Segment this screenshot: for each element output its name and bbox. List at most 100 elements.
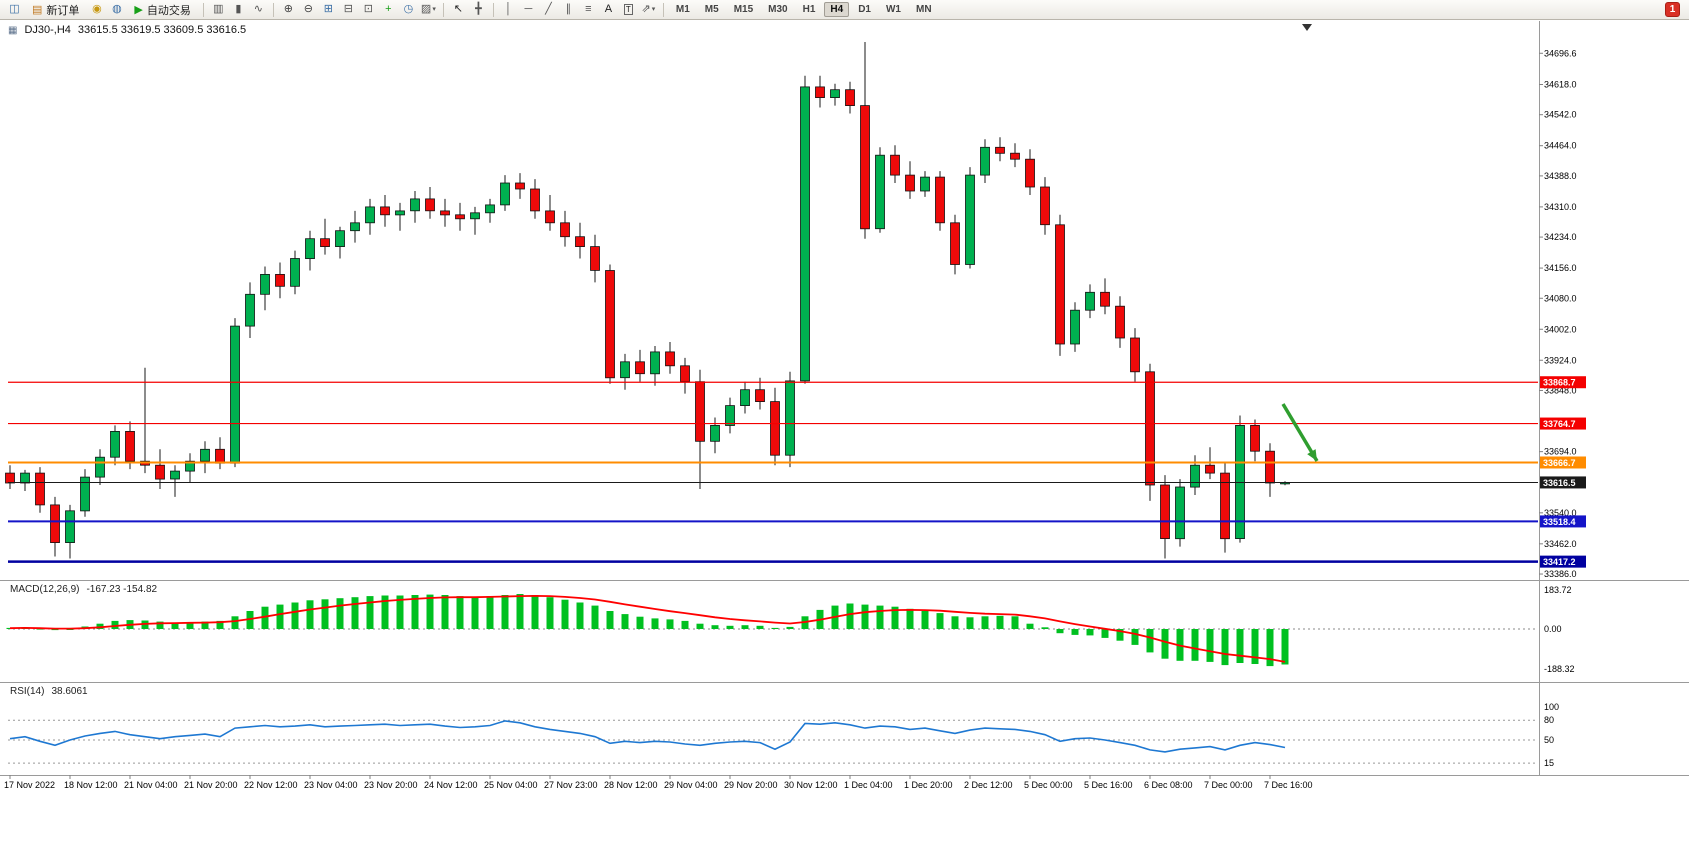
candle-bull <box>110 430 120 458</box>
period-clock-icon[interactable]: ◷ <box>399 1 418 18</box>
timeframe-w1-button[interactable]: W1 <box>885 4 901 15</box>
zoom-out-icon: ⊖ <box>303 3 313 15</box>
bars-view-icon[interactable]: ▥ <box>209 1 228 18</box>
price-tag <box>1540 417 1586 430</box>
trendline-icon[interactable]: ╱ <box>539 1 558 18</box>
vertical-line-icon[interactable]: │ <box>499 1 518 18</box>
price-axis-label: 34696.6 <box>1544 48 1577 58</box>
macd-bar <box>1071 629 1079 635</box>
indicator-window-icon[interactable]: ⊟ <box>339 1 358 18</box>
arrows-tool-icon[interactable]: ⇗ ▾ <box>639 1 658 18</box>
fibonacci-icon[interactable]: ≡ <box>579 1 598 18</box>
candle-bear <box>380 206 390 216</box>
auto-trading-button[interactable]: ▶ 自动交易 <box>127 1 197 18</box>
macd-bar <box>411 595 419 629</box>
zoom-in-icon[interactable]: ⊕ <box>279 1 298 18</box>
candle-bear <box>320 238 330 247</box>
horizontal-line-icon[interactable]: ─ <box>519 1 538 18</box>
price-axis-label: 33694.0 <box>1544 447 1577 457</box>
candle-bear <box>935 176 945 224</box>
macd-bar <box>576 602 584 629</box>
macd-bar <box>456 596 464 629</box>
candle-bull <box>470 212 480 220</box>
bars-view-icon: ▥ <box>213 3 224 15</box>
line-view-icon[interactable]: ∿ <box>249 1 268 18</box>
candles-view-icon[interactable]: ▮ <box>229 1 248 18</box>
text-icon[interactable]: A <box>599 1 618 18</box>
macd-bar <box>891 606 899 629</box>
zoom-in-icon: ⊕ <box>283 3 293 15</box>
new-chart-icon[interactable]: ◫ <box>5 1 24 18</box>
text-label-icon[interactable]: T <box>619 1 638 18</box>
zoom-out-icon[interactable]: ⊖ <box>299 1 318 18</box>
candle-bear <box>860 105 870 230</box>
candle-bull <box>650 351 660 375</box>
text-label-icon: T <box>623 4 633 15</box>
timeframe-mn-button[interactable]: MN <box>915 4 932 15</box>
macd-bar <box>96 623 104 629</box>
price-axis-label: 33386.0 <box>1544 569 1577 579</box>
timeframe-d1-button[interactable]: D1 <box>858 4 871 15</box>
crosshair-icon: ╋ <box>475 3 482 15</box>
macd-bar <box>531 595 539 629</box>
candle-bull <box>920 176 930 192</box>
chart-shift-marker[interactable] <box>1302 24 1312 31</box>
candle-bull <box>830 89 840 98</box>
new-order-button-label: 新订单 <box>46 4 80 17</box>
tile-windows-icon[interactable]: ⊞ <box>319 1 338 18</box>
time-axis-label: 18 Nov 12:00 <box>64 780 118 790</box>
rsi-axis-label: 100 <box>1544 702 1559 712</box>
macd-bar <box>876 605 884 629</box>
cursor-icon[interactable]: ↖ <box>449 1 468 18</box>
time-axis-label: 25 Nov 04:00 <box>484 780 538 790</box>
candle-bear <box>1205 464 1215 474</box>
macd-bar <box>201 621 209 629</box>
candle-bull <box>980 146 990 176</box>
macd-axis-label: 183.72 <box>1544 585 1572 595</box>
objects-list-icon[interactable]: ⊡ <box>359 1 378 18</box>
rsi-name: RSI(14) <box>10 686 45 697</box>
history-center-icon[interactable]: ◉ <box>87 1 106 18</box>
new-order-button[interactable]: ▤ 新订单 <box>25 1 86 18</box>
candle-bear <box>1055 224 1065 345</box>
add-indicator-icon[interactable]: + <box>379 1 398 18</box>
macd-bar <box>351 597 359 629</box>
price-axis-label: 33540.0 <box>1544 508 1577 518</box>
timeframe-m1-button[interactable]: M1 <box>675 4 690 15</box>
macd-bar <box>1236 629 1244 663</box>
price-tag <box>1540 376 1586 389</box>
chart-mini-icon: ▦ <box>8 24 18 36</box>
macd-bar <box>51 629 59 631</box>
macd-bar <box>516 594 524 629</box>
notification-badge[interactable]: 1 <box>1665 2 1680 17</box>
macd-bar <box>246 611 254 629</box>
macd-bar <box>6 627 14 629</box>
macd-bar <box>486 596 494 629</box>
rsi-axis-label: 50 <box>1544 735 1554 745</box>
macd-axis-label: -188.32 <box>1544 664 1575 674</box>
crosshair-icon[interactable]: ╋ <box>469 1 488 18</box>
channel-icon[interactable]: ∥ <box>559 1 578 18</box>
macd-bar <box>666 619 674 629</box>
template-icon[interactable]: ▨ ▾ <box>419 1 438 18</box>
fibonacci-icon: ≡ <box>585 3 592 15</box>
trend-arrow[interactable] <box>1281 403 1319 462</box>
candle-bear <box>1025 158 1035 188</box>
timeframe-h1-button[interactable]: H1 <box>802 4 816 15</box>
rsi-panel: 100 80 50 15 <box>8 702 1559 768</box>
candle-bear <box>1040 186 1050 226</box>
timeframe-m30-button[interactable]: M30 <box>768 4 788 15</box>
timeframe-h4-button[interactable]: H4 <box>824 2 850 17</box>
macd-bar <box>1011 616 1019 629</box>
horizontal-line-icon: ─ <box>524 3 533 15</box>
price-tag-text: 33868.7 <box>1543 378 1576 388</box>
timeframe-m15-button[interactable]: M15 <box>733 4 754 15</box>
arrows-tool-icon: ⇗ <box>641 3 651 15</box>
price-tag-text: 33764.7 <box>1543 419 1576 429</box>
candle-bull <box>245 293 255 327</box>
web-request-icon[interactable]: ◍ <box>107 1 126 18</box>
timeframe-m5-button[interactable]: M5 <box>704 4 719 15</box>
